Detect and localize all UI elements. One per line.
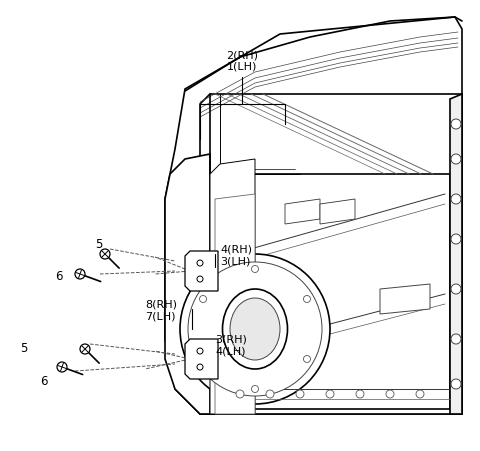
Circle shape [180,254,330,404]
Polygon shape [200,95,462,414]
Circle shape [451,334,461,344]
Circle shape [80,344,90,354]
Polygon shape [185,339,218,379]
Polygon shape [165,18,462,414]
Polygon shape [210,175,450,409]
Circle shape [451,194,461,205]
Ellipse shape [230,299,280,360]
Polygon shape [185,252,218,291]
Circle shape [188,262,322,396]
Text: 5: 5 [95,238,102,250]
Polygon shape [210,160,255,414]
Text: 6: 6 [55,269,62,282]
Circle shape [200,356,206,363]
Circle shape [416,390,424,398]
Circle shape [451,285,461,295]
Circle shape [252,266,259,273]
Circle shape [57,362,67,372]
Polygon shape [380,285,430,314]
Circle shape [266,390,274,398]
Circle shape [326,390,334,398]
Circle shape [200,296,206,303]
Circle shape [356,390,364,398]
Polygon shape [320,199,355,225]
Text: 5: 5 [20,341,27,354]
Circle shape [252,386,259,393]
Circle shape [197,260,203,267]
Circle shape [296,390,304,398]
Text: 3(RH)
4(LH): 3(RH) 4(LH) [215,334,247,356]
Circle shape [303,296,311,303]
Text: 2(RH)
1(LH): 2(RH) 1(LH) [226,50,258,71]
Ellipse shape [223,290,288,369]
Polygon shape [165,155,210,414]
Circle shape [75,269,85,279]
Circle shape [451,235,461,244]
Circle shape [197,276,203,282]
Circle shape [451,155,461,165]
Polygon shape [215,194,255,414]
Circle shape [197,364,203,370]
Text: 6: 6 [40,374,48,387]
Circle shape [451,120,461,130]
Text: 4(RH)
3(LH): 4(RH) 3(LH) [220,244,252,266]
Circle shape [236,390,244,398]
Circle shape [197,348,203,354]
Circle shape [100,249,110,259]
Circle shape [303,356,311,363]
Circle shape [386,390,394,398]
Text: 8(RH)
7(LH): 8(RH) 7(LH) [145,299,177,321]
Circle shape [451,379,461,389]
Polygon shape [450,95,462,414]
Polygon shape [285,199,320,225]
